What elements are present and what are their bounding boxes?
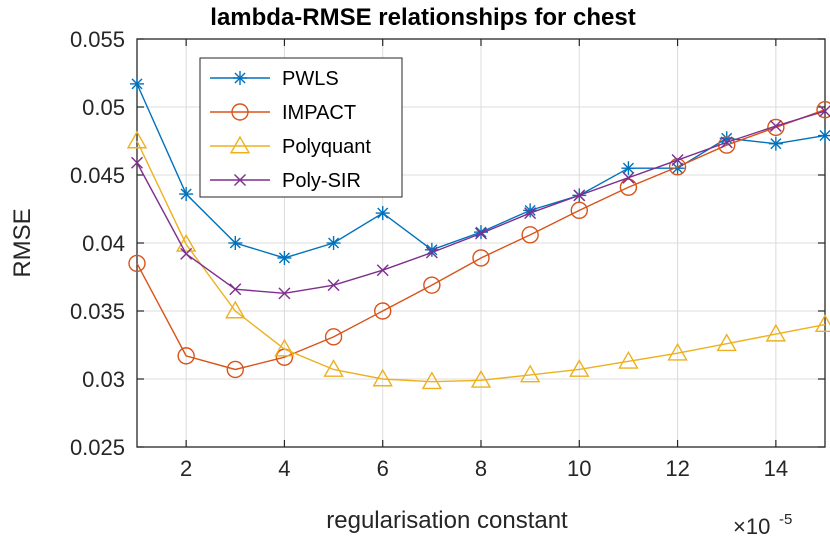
data-point <box>226 360 244 379</box>
data-point <box>524 207 537 220</box>
data-point <box>671 154 684 167</box>
x-tick-label: 8 <box>475 456 487 481</box>
data-point <box>423 276 441 294</box>
x-tick-label: 2 <box>180 456 192 481</box>
x-multiplier-exponent: -5 <box>779 511 792 528</box>
data-point <box>768 136 783 151</box>
x-tick-label: 4 <box>278 456 290 481</box>
data-point <box>765 323 787 342</box>
legend: PWLS IMPACT Polyquant Poly-SIR <box>199 57 403 198</box>
data-point <box>618 350 639 369</box>
data-point <box>326 236 341 250</box>
axis-ticks: 2 4 6 8 10 12 14 0.025 0.03 0.035 0.04 0.045 0.05 0.0… <box>70 27 825 481</box>
chart-title: lambda-RMSE relationships for chest <box>210 4 635 31</box>
data-point <box>323 359 344 377</box>
data-point <box>376 264 389 277</box>
y-tick-label: 0.05 <box>82 95 125 120</box>
data-point <box>180 247 193 260</box>
legend-label: Polyquant <box>282 136 371 158</box>
data-point <box>126 130 148 149</box>
data-point <box>619 178 638 196</box>
legend-entry: IMPACT <box>210 102 356 124</box>
x-axis-label: regularisation constant <box>326 507 568 534</box>
data-point <box>374 302 392 320</box>
data-point <box>425 246 438 259</box>
data-point <box>519 364 541 383</box>
series-line <box>136 109 826 371</box>
data-point <box>372 368 393 387</box>
data-point <box>621 161 636 176</box>
data-point <box>570 201 588 220</box>
data-point <box>177 347 195 365</box>
data-point <box>472 249 490 267</box>
data-point <box>720 136 733 149</box>
legend-box <box>199 57 403 198</box>
data-point <box>327 279 340 292</box>
data-point <box>274 338 295 357</box>
data-point <box>667 342 688 361</box>
legend-entry: Poly-SIR <box>210 170 361 192</box>
legend-label: PWLS <box>282 68 339 90</box>
data-point <box>179 187 194 202</box>
y-tick-label: 0.035 <box>70 299 125 324</box>
y-tick-label: 0.03 <box>82 367 125 392</box>
series-poly-sir <box>131 105 830 300</box>
data-point <box>668 158 687 176</box>
data-point <box>128 254 146 273</box>
data-point <box>470 369 492 388</box>
y-tick-label: 0.04 <box>82 231 125 256</box>
data-point <box>229 283 242 296</box>
legend-label: IMPACT <box>282 102 356 124</box>
y-tick-label: 0.055 <box>70 27 125 52</box>
data-point <box>521 226 539 244</box>
y-axis-label: RMSE <box>9 208 36 277</box>
data-point <box>716 333 737 352</box>
data-point <box>130 76 144 91</box>
legend-marker <box>229 135 251 154</box>
x-tick-label: 10 <box>567 456 591 481</box>
data-point <box>225 300 246 319</box>
series-group <box>126 76 830 390</box>
x-tick-label: 6 <box>377 456 389 481</box>
y-tick-label: 0.045 <box>70 163 125 188</box>
data-point <box>622 171 635 184</box>
data-point <box>278 287 291 300</box>
x-multiplier-label: ×10 -5 <box>733 511 792 538</box>
data-point <box>175 233 197 252</box>
legend-label: Poly-SIR <box>282 170 361 192</box>
legend-marker <box>234 174 246 186</box>
data-point <box>324 328 343 346</box>
y-tick-label: 0.025 <box>70 435 125 460</box>
legend-marker <box>231 103 249 121</box>
series-line <box>136 140 826 383</box>
data-point <box>818 128 830 143</box>
legend-marker <box>233 71 247 85</box>
data-point <box>131 156 143 169</box>
data-point <box>816 101 830 119</box>
data-point <box>375 206 390 221</box>
data-point <box>421 371 443 390</box>
data-point <box>277 250 292 265</box>
data-point <box>769 120 782 133</box>
x-tick-label: 12 <box>665 456 689 481</box>
legend-entry: PWLS <box>210 68 339 90</box>
series-polyquant <box>126 130 830 390</box>
legend-entry: Polyquant <box>210 135 371 158</box>
data-point <box>819 105 830 118</box>
data-point <box>569 359 590 377</box>
data-point <box>228 236 243 250</box>
data-point <box>475 227 487 240</box>
data-point <box>767 118 785 137</box>
data-point <box>573 189 586 202</box>
x-multiplier-base: ×10 <box>733 514 770 538</box>
x-tick-label: 14 <box>764 456 788 481</box>
